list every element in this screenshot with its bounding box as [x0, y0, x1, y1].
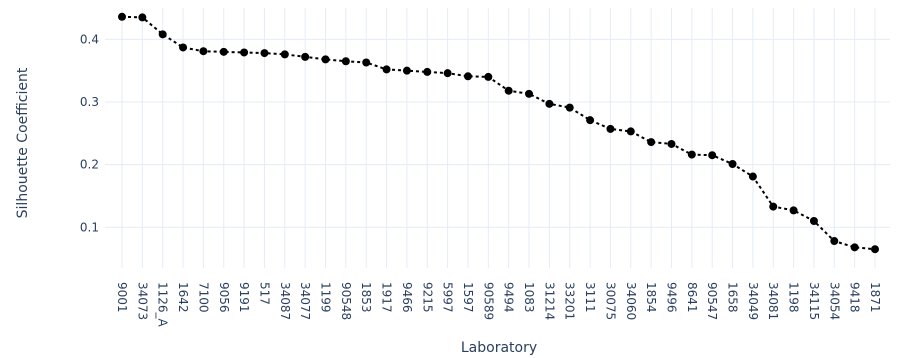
- data-point: [728, 160, 737, 168]
- x-tick-label: 9056: [217, 282, 231, 313]
- x-tick-label: 1198: [787, 282, 801, 313]
- x-tick-label: 90548: [339, 282, 353, 320]
- data-point: [443, 69, 452, 78]
- data-point: [260, 49, 269, 58]
- data-point: [402, 66, 411, 75]
- data-point: [830, 237, 839, 246]
- series-line: [121, 15, 876, 251]
- data-point: [667, 139, 676, 148]
- data-point: [565, 103, 574, 112]
- x-tick-label: 33201: [563, 282, 577, 320]
- x-tick-label: 1642: [176, 282, 190, 313]
- x-tick-label: 31214: [542, 282, 556, 320]
- data-point: [708, 151, 717, 160]
- data-point: [809, 217, 818, 226]
- y-tick-label: 0.3: [80, 95, 99, 109]
- x-tick-label: 1871: [868, 282, 882, 313]
- data-point: [789, 206, 798, 215]
- x-axis-title: Laboratory: [461, 340, 537, 356]
- data-point: [647, 138, 656, 147]
- x-tick-label: 9001: [115, 282, 129, 313]
- y-axis-title: Silhouette Coefficient: [15, 67, 31, 218]
- x-tick-label: 5997: [441, 282, 455, 313]
- x-tick-label: 9494: [502, 282, 516, 313]
- data-point: [769, 202, 778, 211]
- x-tick-label: 9496: [664, 282, 678, 313]
- x-tick-label: 34077: [298, 282, 312, 320]
- data-point: [504, 86, 513, 95]
- x-tick-label: 34073: [135, 282, 149, 320]
- data-point: [484, 72, 493, 81]
- x-tick-label: 30075: [603, 282, 617, 320]
- data-point: [850, 243, 859, 252]
- x-tick-label: 1658: [726, 282, 740, 313]
- x-tick-label: 8641: [685, 282, 699, 313]
- x-tick-label: 9215: [420, 282, 434, 313]
- data-point: [871, 245, 879, 254]
- x-axis-ticks: 9001 34073 1126_A 1642 7100 9056 9191 517 34087 3…: [115, 282, 882, 328]
- x-tick-label: 7100: [196, 282, 210, 313]
- data-point: [586, 116, 595, 125]
- data-point: [748, 172, 757, 181]
- data-point: [240, 48, 249, 57]
- data-point: [219, 47, 228, 56]
- data-point: [362, 58, 371, 67]
- x-tick-label: 1126_A: [156, 282, 170, 328]
- y-tick-label: 0.2: [80, 158, 99, 172]
- x-tick-label: 34115: [807, 282, 821, 320]
- data-point: [301, 52, 310, 61]
- x-tick-label: 1917: [380, 282, 394, 313]
- x-tick-label: 9466: [400, 282, 414, 313]
- data-point: [118, 12, 126, 21]
- data-point: [321, 55, 330, 64]
- data-point: [341, 57, 350, 66]
- x-tick-label: 3111: [583, 282, 597, 313]
- data-point: [382, 65, 391, 74]
- x-tick-label: 1854: [644, 282, 658, 313]
- x-tick-label: 34060: [624, 282, 638, 320]
- x-tick-label: 1083: [522, 282, 536, 313]
- data-point: [280, 50, 289, 59]
- data-point: [179, 43, 188, 52]
- data-point: [463, 72, 472, 81]
- x-tick-label: 34081: [766, 282, 780, 320]
- data-point: [158, 30, 167, 39]
- y-axis-ticks: 0.1 0.2 0.3 0.4: [80, 32, 99, 234]
- data-point: [545, 99, 554, 108]
- y-tick-label: 0.4: [80, 32, 99, 46]
- data-point: [626, 127, 635, 136]
- x-tick-label: 517: [257, 282, 271, 305]
- x-tick-label: 9418: [848, 282, 862, 313]
- x-tick-label: 1199: [319, 282, 333, 313]
- x-tick-label: 9191: [237, 282, 251, 313]
- x-tick-label: 90547: [705, 282, 719, 320]
- data-point: [138, 13, 147, 22]
- series-markers: [118, 12, 879, 254]
- data-point: [525, 89, 534, 98]
- data-point: [423, 67, 432, 76]
- grid: [105, 8, 890, 268]
- x-tick-label: 34049: [746, 282, 760, 320]
- y-tick-label: 0.1: [80, 220, 99, 234]
- data-point: [199, 47, 208, 56]
- data-point: [687, 150, 696, 159]
- x-tick-label: 1853: [359, 282, 373, 313]
- x-tick-label: 34054: [827, 282, 841, 320]
- x-tick-label: 34087: [278, 282, 292, 320]
- data-point: [606, 124, 615, 133]
- x-tick-label: 90589: [481, 282, 495, 320]
- x-tick-label: 1597: [461, 282, 475, 313]
